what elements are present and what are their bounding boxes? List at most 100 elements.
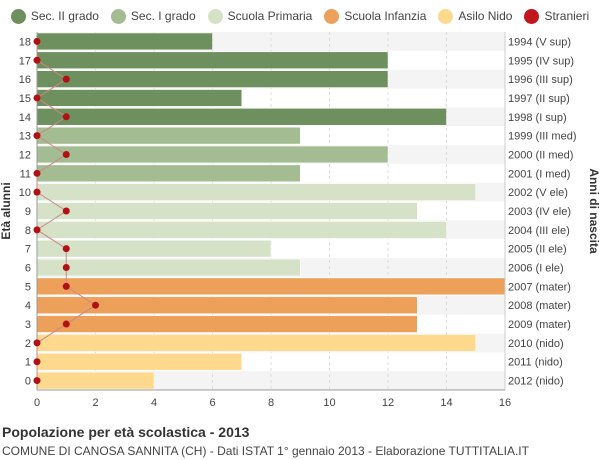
- y2-tick-label: 2003 (IV ele): [508, 206, 571, 218]
- legend-label: Sec. I grado: [130, 9, 196, 23]
- stranieri-point: [62, 245, 70, 253]
- y-tick-label: 4: [25, 300, 31, 312]
- chart-subtitle: COMUNE DI CANOSA SANNITA (CH) - Dati IST…: [2, 444, 529, 458]
- legend-label: Stranieri: [544, 9, 590, 23]
- x-tick-label: 2: [92, 397, 98, 409]
- stranieri-point: [33, 339, 41, 347]
- stranieri-point: [33, 358, 41, 366]
- bar: [36, 277, 506, 296]
- stranieri-point: [62, 150, 70, 158]
- legend-swatch: [110, 8, 126, 24]
- stranieri-point: [62, 207, 70, 215]
- stranieri-point: [62, 320, 70, 328]
- y2-tick-label: 2011 (nido): [508, 357, 563, 369]
- stranieri-point: [33, 377, 41, 385]
- legend: Sec. II grado Sec. I grado Scuola Primaria…: [0, 6, 600, 26]
- bar: [36, 145, 389, 164]
- y2-tick-label: 1996 (III sup): [508, 74, 573, 86]
- y-tick-label: 1: [25, 357, 31, 369]
- y2-axis-title: Anni di nascita: [587, 168, 600, 254]
- legend-item: Scuola Infanzia: [324, 8, 426, 24]
- y2-tick-label: 1998 (I sup): [508, 112, 567, 124]
- legend-item: Sec. I grado: [110, 8, 196, 24]
- bar: [36, 353, 242, 371]
- bar: [36, 202, 418, 220]
- legend-swatch: [207, 8, 223, 24]
- y2-tick-label: 2010 (nido): [508, 338, 564, 350]
- y-tick-label: 14: [19, 112, 31, 124]
- y2-tick-label: 2007 (mater): [508, 281, 571, 293]
- y2-tick-label: 2005 (II ele): [508, 244, 567, 256]
- chart-title: Popolazione per età scolastica - 2013: [2, 424, 250, 440]
- x-tick-label: 16: [499, 397, 511, 409]
- legend-swatch: [324, 8, 340, 24]
- stranieri-point: [62, 264, 70, 272]
- y-tick-label: 2: [25, 338, 31, 350]
- y-tick-label: 18: [19, 36, 31, 48]
- y2-tick-label: 1997 (II sup): [508, 93, 570, 105]
- y2-tick-label: 2002 (V ele): [508, 187, 568, 199]
- legend-item: Asilo Nido: [438, 8, 513, 24]
- y2-tick-label: 2008 (mater): [508, 300, 571, 312]
- bar: [36, 51, 389, 69]
- bar: [36, 240, 272, 258]
- bar: [36, 89, 242, 107]
- legend-swatch: [438, 8, 454, 24]
- legend-label: Scuola Primaria: [227, 9, 313, 23]
- legend-label: Asilo Nido: [458, 9, 513, 23]
- y-tick-label: 7: [25, 244, 31, 256]
- x-tick-label: 12: [382, 397, 394, 409]
- x-tick-label: 6: [209, 397, 215, 409]
- bar: [36, 126, 301, 145]
- bar: [36, 371, 155, 390]
- stranieri-point: [62, 113, 70, 121]
- x-tick-label: 8: [268, 397, 274, 409]
- y2-tick-label: 1999 (III med): [508, 131, 576, 143]
- y2-tick-label: 1994 (V sup): [508, 36, 571, 48]
- legend-item: Stranieri: [524, 8, 590, 24]
- y2-tick-label: 2006 (I ele): [508, 263, 564, 275]
- y2-tick-label: 2004 (III ele): [508, 225, 570, 237]
- stranieri-point: [33, 188, 41, 196]
- legend-label: Sec. II grado: [30, 9, 99, 23]
- y2-tick-label: 2000 (II med): [508, 149, 573, 161]
- y2-tick-label: 2012 (nido): [508, 376, 564, 388]
- bar: [36, 183, 476, 201]
- bar: [36, 108, 447, 126]
- y2-tick-label: 1995 (IV sup): [508, 55, 574, 67]
- y2-tick-label: 2001 (I med): [508, 168, 570, 180]
- y-tick-label: 10: [19, 187, 31, 199]
- y-tick-label: 8: [25, 225, 31, 237]
- legend-item: Sec. II grado: [10, 8, 99, 24]
- y-tick-label: 6: [25, 263, 31, 275]
- stranieri-point: [62, 282, 70, 290]
- bar: [36, 70, 389, 88]
- legend-swatch: [524, 8, 540, 24]
- bar: [36, 164, 301, 182]
- bar: [36, 32, 213, 51]
- stranieri-point: [33, 132, 41, 140]
- x-tick-label: 10: [323, 397, 335, 409]
- bar: [36, 315, 418, 333]
- y-tick-label: 16: [19, 74, 31, 86]
- x-tick-label: 4: [151, 397, 157, 409]
- y-tick-label: 12: [19, 149, 31, 161]
- y2-tick-label: 2009 (mater): [508, 319, 571, 331]
- legend-item: Scuola Primaria: [207, 8, 313, 24]
- stranieri-point: [33, 226, 41, 234]
- stranieri-point: [33, 169, 41, 177]
- y-tick-label: 5: [25, 281, 31, 293]
- x-tick-label: 0: [34, 397, 40, 409]
- bar: [36, 221, 447, 239]
- y-tick-label: 17: [19, 55, 31, 67]
- stranieri-point: [62, 75, 70, 83]
- y-tick-label: 3: [25, 319, 31, 331]
- legend-swatch: [10, 8, 26, 24]
- y-tick-label: 0: [25, 376, 31, 388]
- bar: [36, 258, 301, 277]
- y-axis-title: Età alunni: [0, 182, 13, 239]
- stranieri-point: [92, 301, 99, 309]
- stranieri-point: [33, 37, 41, 45]
- y-tick-label: 11: [20, 168, 31, 180]
